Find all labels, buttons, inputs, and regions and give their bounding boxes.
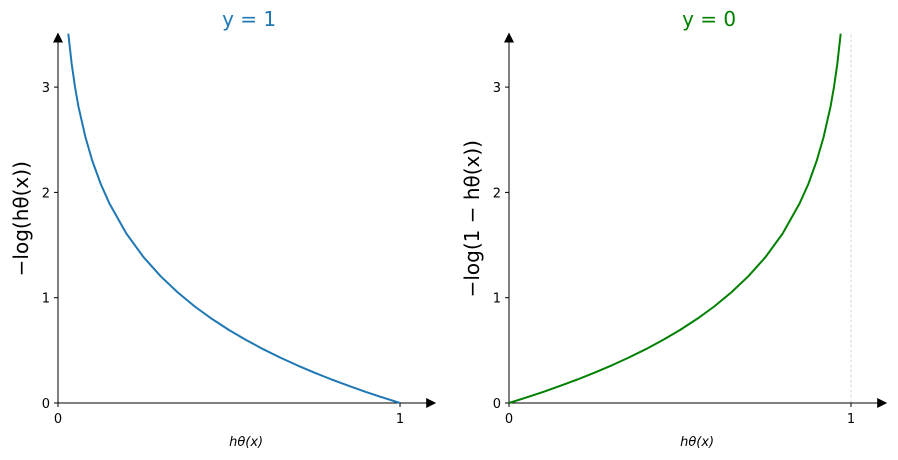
- y-tick-label: 1: [42, 292, 50, 307]
- subplot-1: 0 1 0 1 2 3 y = 1 hθ(x) −log(hθ(x)): [9, 7, 437, 450]
- y-axis-arrow: [53, 32, 63, 43]
- subplot-title: y = 0: [682, 7, 736, 31]
- subplot-title: y = 1: [222, 7, 276, 31]
- loss-curve: [508, 33, 842, 404]
- x-tick-label: 0: [505, 412, 513, 427]
- x-axis-arrow: [877, 398, 888, 408]
- subplot-2: 0 1 0 1 2 3 y = 0 hθ(x) −log(1 − hθ(x)): [460, 7, 888, 450]
- x-tick-label: 1: [396, 412, 404, 427]
- x-axis-label: hθ(x): [229, 435, 263, 450]
- x-axis-label: hθ(x): [680, 435, 714, 450]
- y-tick-label: 3: [493, 81, 501, 96]
- x-tick-label: 0: [54, 412, 62, 427]
- x-tick-label: 1: [847, 412, 855, 427]
- y-axis-label: −log(1 − hθ(x)): [460, 140, 484, 297]
- y-tick-label: 2: [42, 186, 50, 201]
- x-axis-arrow: [426, 398, 437, 408]
- y-tick-label: 0: [493, 397, 501, 412]
- y-tick-label: 1: [493, 292, 501, 307]
- y-tick-label: 0: [42, 397, 50, 412]
- loss-curve: [67, 33, 401, 404]
- y-tick-label: 3: [42, 81, 50, 96]
- y-tick-label: 2: [493, 186, 501, 201]
- y-axis-label: −log(hθ(x)): [9, 161, 33, 276]
- y-axis-arrow: [504, 32, 514, 43]
